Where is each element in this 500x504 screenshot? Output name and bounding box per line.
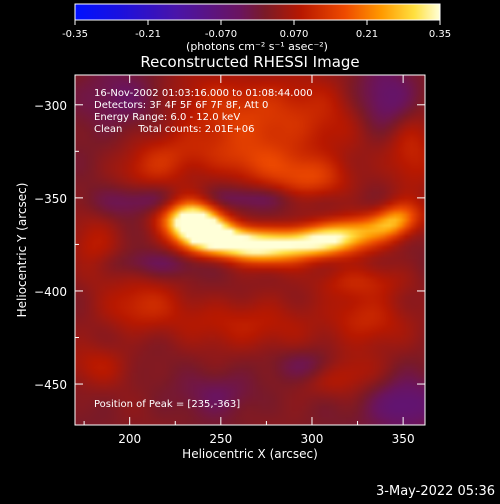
x-tick-label: 250 — [209, 432, 232, 446]
x-tick-label: 300 — [301, 432, 324, 446]
plot-frame — [74, 74, 426, 426]
y-axis-label: Heliocentric Y (arcsec) — [15, 183, 29, 318]
colorbar-tick-label: 0.21 — [356, 29, 378, 40]
colorbar-tick-label: -0.35 — [62, 29, 88, 40]
colorbar-tick-label: -0.070 — [205, 29, 237, 40]
footer-date: 3-May-2022 05:36 — [376, 484, 495, 499]
y-tick-label: −300 — [34, 99, 67, 113]
colorbar-tick-label: 0.35 — [429, 29, 451, 40]
annotation-detectors: Detectors: 3F 4F 5F 6F 7F 8F, Att 0 — [94, 100, 268, 111]
y-tick-label: −400 — [34, 285, 67, 299]
colorbar-tick-label: -0.21 — [135, 29, 161, 40]
colorbar: -0.35 -0.21 -0.070 0.070 0.21 0.35 (photons c… — [62, 3, 451, 53]
annotation-clean-counts: Clean Total counts: 2.01E+06 — [94, 124, 254, 135]
x-axis-label: Heliocentric X (arcsec) — [182, 447, 318, 461]
x-tick-label: 350 — [392, 432, 415, 446]
y-tick-label: −450 — [34, 378, 67, 392]
colorbar-units: (photons cm⁻² s⁻¹ asec⁻²) — [186, 40, 328, 53]
x-tick-label: 200 — [118, 432, 141, 446]
axis-ticks: 200 250 300 350 −300 −350 −400 −450 — [34, 75, 425, 446]
peak-position-label: Position of Peak = [235,-363] — [94, 399, 240, 410]
annotation-block: 16-Nov-2002 01:03:16.000 to 01:08:44.000… — [94, 88, 313, 135]
colorbar-tick-label: 0.070 — [280, 29, 309, 40]
y-tick-label: −350 — [34, 192, 67, 206]
annotation-energy-range: Energy Range: 6.0 - 12.0 keV — [94, 112, 240, 123]
heatmap-area: 200 250 300 350 −300 −350 −400 −450 — [34, 74, 426, 446]
chart-title: Reconstructed RHESSI Image — [140, 53, 359, 71]
heatmap-image — [75, 75, 425, 425]
annotation-time-range: 16-Nov-2002 01:03:16.000 to 01:08:44.000 — [94, 88, 313, 99]
colorbar-gradient — [74, 3, 441, 21]
colorbar-ticks: -0.35 -0.21 -0.070 0.070 0.21 0.35 — [62, 20, 451, 40]
